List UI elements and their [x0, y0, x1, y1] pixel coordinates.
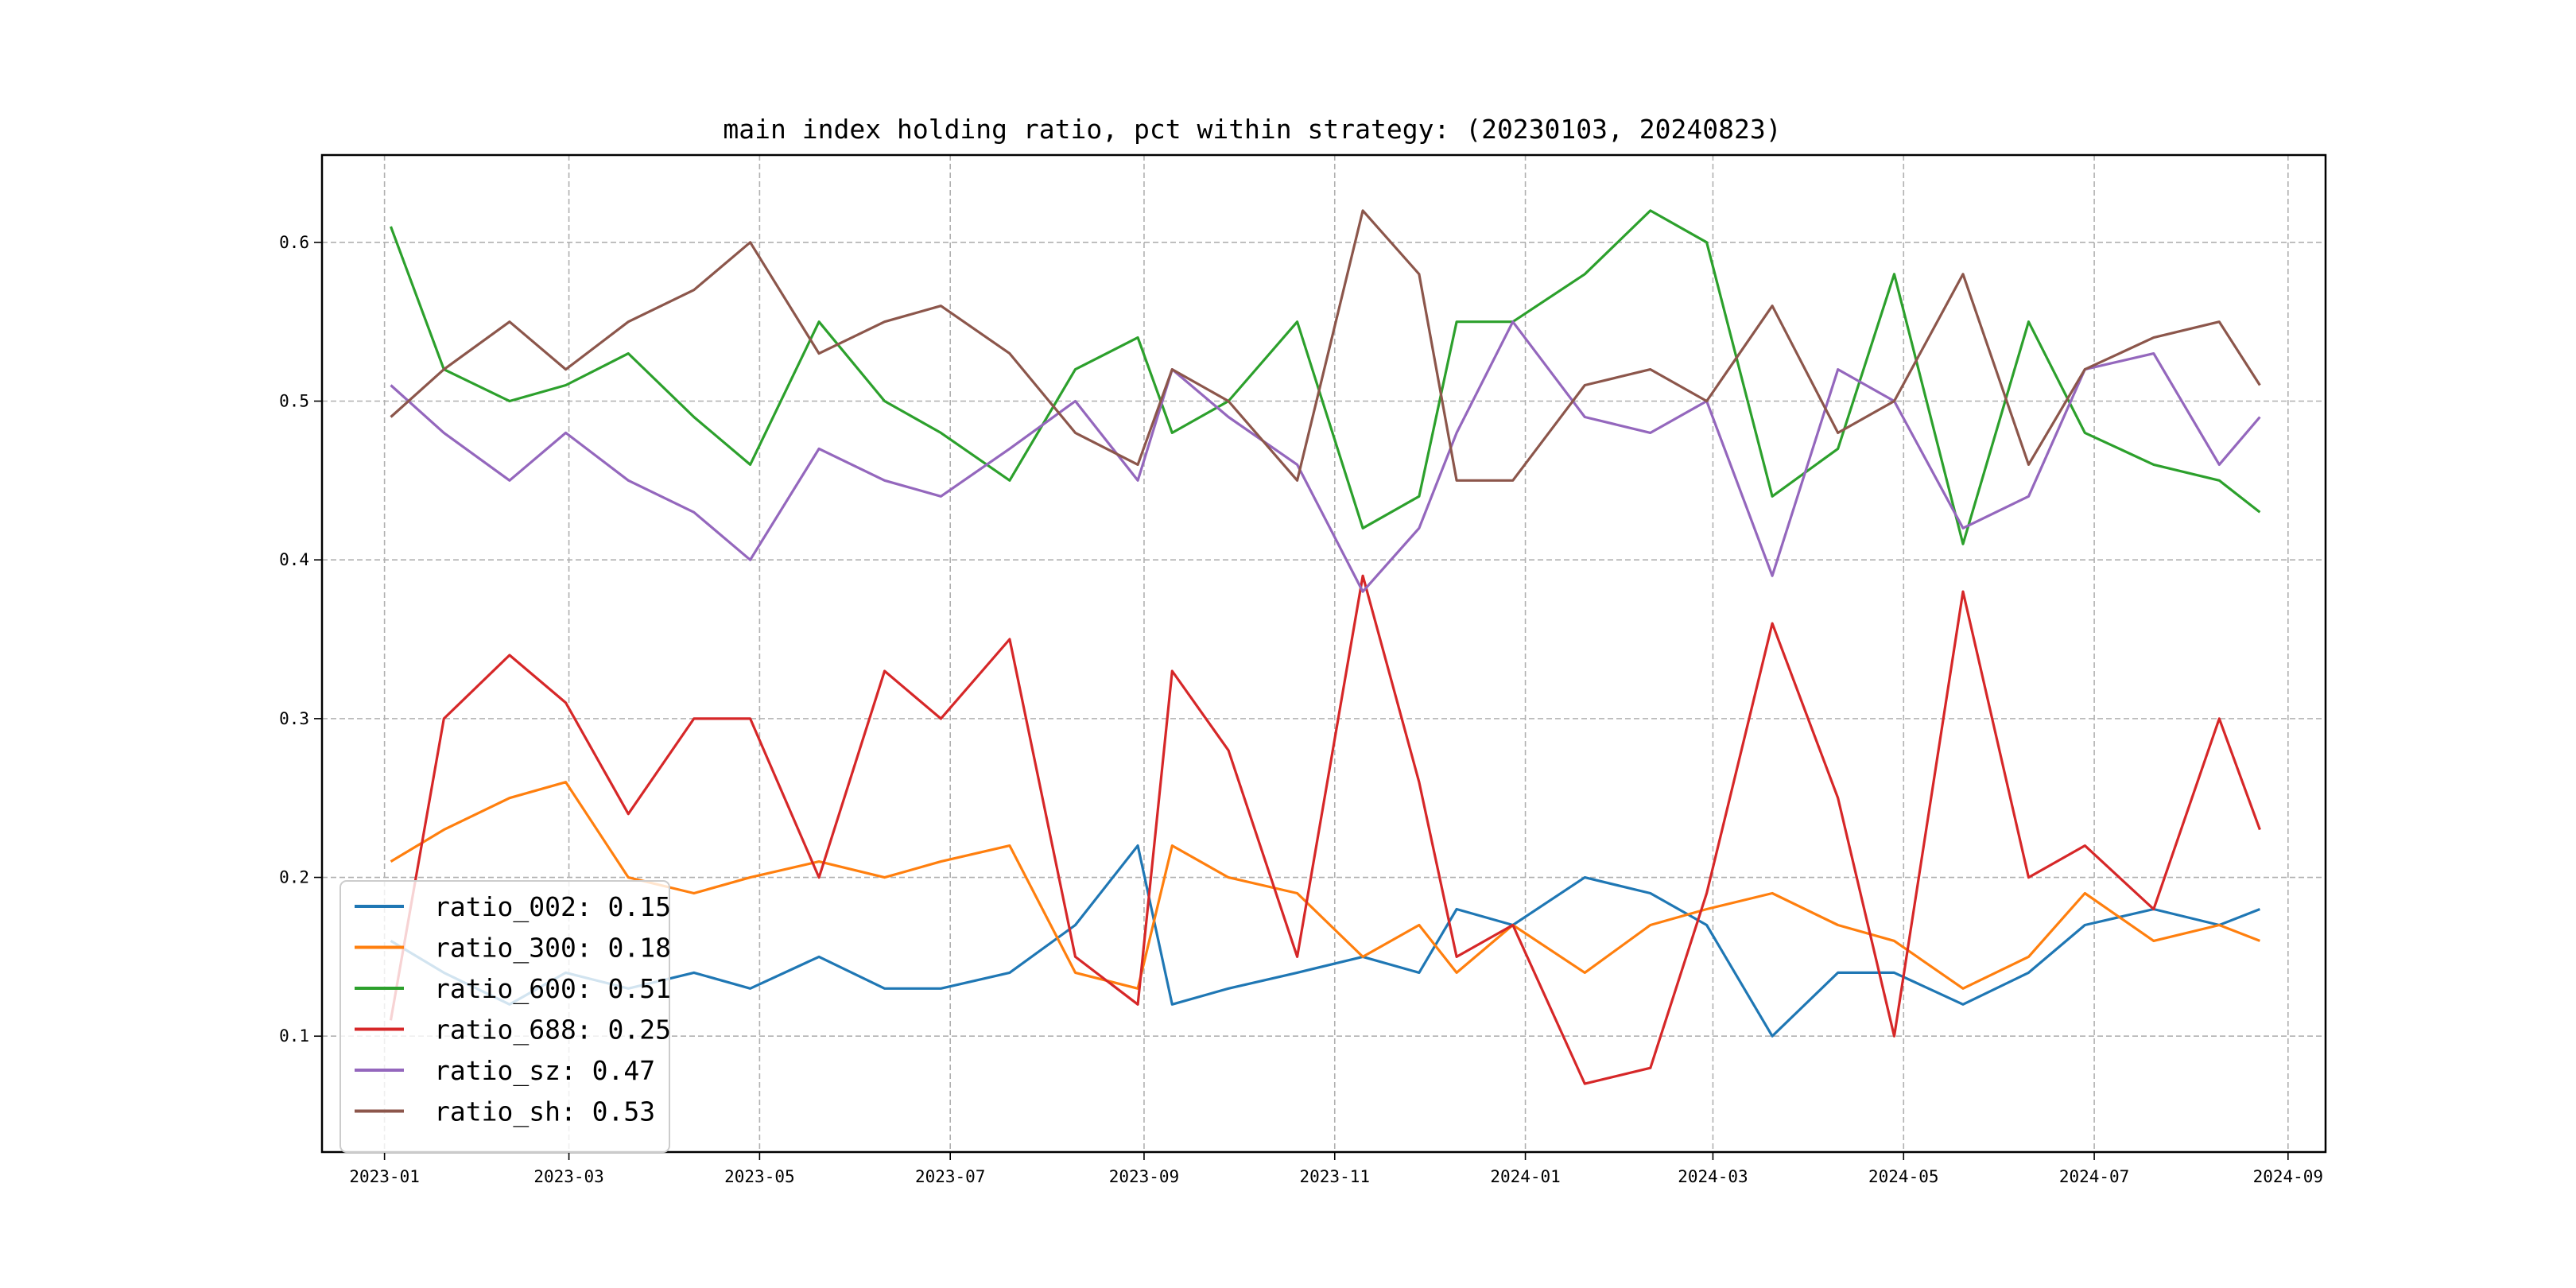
series-line-ratio_sh [390, 209, 2261, 482]
axes: 2023-01 2023-03 2023-05 2023-07 2023-09 2023-… [279, 233, 2323, 1186]
x-tick-label: 2024-07 [2059, 1167, 2130, 1186]
y-tick-label: 0.1 [279, 1026, 309, 1046]
legend-label-ratio_sz: ratio_sz: 0.47 [434, 1055, 655, 1087]
x-tick-label: 2023-05 [724, 1167, 795, 1186]
x-tick-label: 2023-11 [1300, 1167, 1371, 1186]
x-tick-label: 2023-01 [349, 1167, 420, 1186]
y-tick-label: 0.2 [279, 868, 309, 887]
series-line-ratio_688 [389, 574, 2261, 1085]
legend-label-ratio_688: ratio_688: 0.25 [434, 1014, 671, 1046]
legend-box [339, 880, 670, 1153]
y-tick-label: 0.4 [279, 550, 309, 569]
x-tick-label: 2023-07 [915, 1167, 986, 1186]
legend: ratio_002: 0.15 ratio_300: 0.18 ratio_600:… [339, 880, 671, 1153]
y-tick-label: 0.5 [279, 392, 309, 411]
legend-label-ratio_sh: ratio_sh: 0.53 [434, 1096, 655, 1128]
x-tick-label: 2023-09 [1109, 1167, 1180, 1186]
x-tick-label: 2024-09 [2253, 1167, 2324, 1186]
series-line-ratio_002 [390, 844, 2260, 1038]
y-tick-label: 0.6 [279, 233, 309, 252]
chart-title: main index holding ratio, pct within str… [723, 114, 1781, 145]
legend-label-ratio_002: ratio_002: 0.15 [434, 891, 671, 923]
series-line-ratio_sz [390, 320, 2261, 593]
x-tick-label: 2024-03 [1678, 1167, 1748, 1186]
legend-label-ratio_300: ratio_300: 0.18 [434, 933, 671, 964]
series-lines [389, 209, 2261, 1085]
y-tick-label: 0.3 [279, 709, 309, 728]
x-tick-label: 2023-03 [533, 1167, 604, 1186]
series-line-ratio_600 [390, 209, 2261, 545]
gridlines [322, 155, 2326, 1152]
x-tick-label: 2024-05 [1868, 1167, 1939, 1186]
plot-area-frame [320, 153, 2327, 1154]
legend-label-ratio_600: ratio_600: 0.51 [434, 973, 671, 1005]
x-tick-label: 2024-01 [1490, 1167, 1561, 1186]
series-line-ratio_300 [390, 781, 2260, 990]
